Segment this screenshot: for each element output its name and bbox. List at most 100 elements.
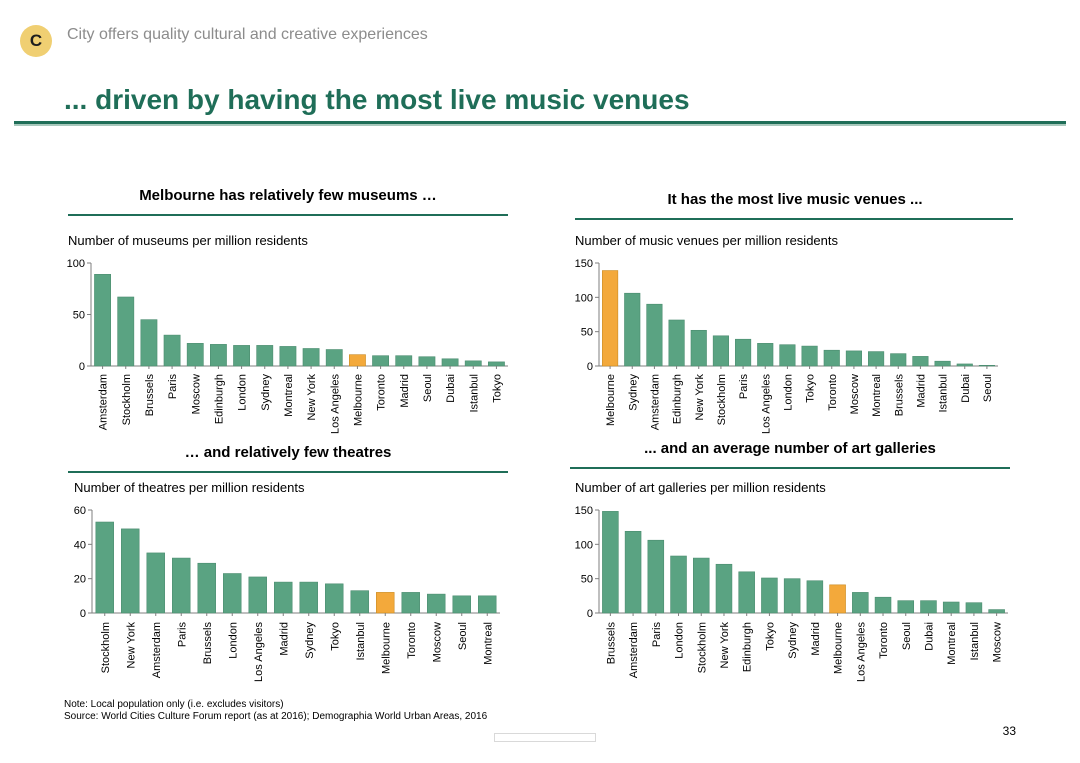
y-tick-label: 50 xyxy=(73,310,85,322)
x-tick-label-dubai: Dubai xyxy=(923,622,935,651)
x-tick-label-melbourne: Melbourne xyxy=(352,374,364,426)
x-tick-label-istanbul: Istanbul xyxy=(969,622,981,661)
x-tick-label-london: London xyxy=(674,622,686,659)
x-tick-label-brussels: Brussels xyxy=(605,622,617,665)
music-panel-rule xyxy=(575,218,1013,220)
x-tick-label-toronto: Toronto xyxy=(827,374,839,411)
source-note: Source: World Cities Culture Forum repor… xyxy=(64,711,488,722)
y-tick-label: 150 xyxy=(575,505,593,517)
bar-tokyo xyxy=(761,577,778,614)
bar-amsterdam xyxy=(624,530,642,614)
x-tick-label-amsterdam: Amsterdam xyxy=(151,622,163,678)
bar-moscow xyxy=(988,609,1005,614)
bar-toronto xyxy=(874,596,892,614)
x-tick-label-moscow: Moscow xyxy=(431,622,443,662)
x-tick-label-moscow: Moscow xyxy=(992,622,1004,662)
x-tick-label-montreal: Montreal xyxy=(946,622,958,665)
x-tick-label-montreal: Montreal xyxy=(283,374,295,417)
x-tick-label-madrid: Madrid xyxy=(399,374,411,408)
page-title: ... driven by having the most live music… xyxy=(64,84,690,115)
x-tick-label-london: London xyxy=(782,374,794,411)
x-tick-label-new-york: New York xyxy=(306,374,318,421)
museums-chart-subtitle: Number of museums per million residents xyxy=(68,233,308,248)
x-tick-label-paris: Paris xyxy=(167,374,179,400)
x-tick-label-brussels: Brussels xyxy=(893,374,905,417)
x-tick-label-stockholm: Stockholm xyxy=(100,622,112,673)
galleries-panel-title: ... and an average number of art galleri… xyxy=(644,440,936,457)
x-tick-label-stockholm: Stockholm xyxy=(716,374,728,425)
x-tick-label-london: London xyxy=(237,374,249,411)
x-tick-label-tokyo: Tokyo xyxy=(491,374,503,403)
x-tick-label-los-angeles: Los Angeles xyxy=(329,374,341,434)
x-tick-label-moscow: Moscow xyxy=(849,374,861,414)
bar-new-york xyxy=(715,563,733,614)
x-tick-label-amsterdam: Amsterdam xyxy=(628,622,640,678)
x-tick-label-dubai: Dubai xyxy=(445,374,457,403)
x-tick-label-sydney: Sydney xyxy=(627,374,639,411)
footer-box xyxy=(494,733,596,742)
bar-madrid xyxy=(806,580,824,614)
x-tick-label-montreal: Montreal xyxy=(871,374,883,417)
bar-brussels xyxy=(602,511,619,614)
x-tick-label-edinburgh: Edinburgh xyxy=(742,622,754,672)
page-number: 33 xyxy=(1002,724,1016,738)
x-tick-label-los-angeles: Los Angeles xyxy=(253,622,265,682)
galleries-chart-subtitle: Number of art galleries per million resi… xyxy=(575,480,826,495)
museums-panel-title: Melbourne has relatively few museums … xyxy=(139,187,437,204)
bar-melbourne xyxy=(829,584,846,614)
x-tick-label-edinburgh: Edinburgh xyxy=(672,374,684,424)
y-tick-label: 60 xyxy=(74,505,86,517)
x-tick-label-amsterdam: Amsterdam xyxy=(98,374,110,430)
x-tick-label-seoul: Seoul xyxy=(422,374,434,402)
x-tick-label-edinburgh: Edinburgh xyxy=(213,374,225,424)
bar-dubai xyxy=(920,600,937,614)
section-label: City offers quality cultural and creativ… xyxy=(67,26,428,43)
theatres-chart-subtitle: Number of theatres per million residents xyxy=(74,480,305,495)
x-tick-label-seoul: Seoul xyxy=(982,374,994,402)
y-tick-label: 0 xyxy=(80,608,86,620)
x-tick-label-sydney: Sydney xyxy=(260,374,272,411)
bar-sydney xyxy=(783,578,801,614)
x-tick-label-los-angeles: Los Angeles xyxy=(855,622,867,682)
y-tick-label: 0 xyxy=(587,361,593,373)
theatres-panel-rule xyxy=(68,471,508,473)
museums-panel-rule xyxy=(68,214,508,216)
bar-edinburgh xyxy=(738,571,755,614)
section-badge: C xyxy=(20,25,52,57)
x-tick-label-toronto: Toronto xyxy=(376,374,388,411)
x-tick-label-moscow: Moscow xyxy=(190,374,202,414)
x-tick-label-paris: Paris xyxy=(651,622,663,648)
y-tick-label: 0 xyxy=(79,361,85,373)
x-tick-label-toronto: Toronto xyxy=(878,622,890,659)
bar-seoul xyxy=(897,600,915,614)
x-tick-label-madrid: Madrid xyxy=(278,622,290,656)
x-tick-label-toronto: Toronto xyxy=(406,622,418,659)
x-tick-label-stockholm: Stockholm xyxy=(121,374,133,425)
x-tick-label-sydney: Sydney xyxy=(787,622,799,659)
x-tick-label-los-angeles: Los Angeles xyxy=(760,374,772,434)
x-tick-label-melbourne: Melbourne xyxy=(380,622,392,674)
y-tick-label: 40 xyxy=(74,539,86,551)
y-tick-label: 50 xyxy=(581,574,593,586)
galleries-panel-rule xyxy=(570,467,1010,469)
y-tick-label: 0 xyxy=(587,608,593,620)
music-panel-title: It has the most live music venues ... xyxy=(667,191,923,208)
bar-istanbul xyxy=(965,602,983,614)
x-tick-label-new-york: New York xyxy=(694,374,706,421)
x-tick-label-istanbul: Istanbul xyxy=(355,622,367,661)
x-tick-label-paris: Paris xyxy=(176,622,188,648)
y-tick-label: 100 xyxy=(575,539,593,551)
x-tick-label-paris: Paris xyxy=(738,374,750,400)
bar-montreal xyxy=(942,601,960,614)
x-tick-label-madrid: Madrid xyxy=(915,374,927,408)
bar-los-angeles xyxy=(852,592,869,614)
x-tick-label-tokyo: Tokyo xyxy=(764,622,776,651)
x-tick-label-amsterdam: Amsterdam xyxy=(649,374,661,430)
x-tick-label-stockholm: Stockholm xyxy=(696,622,708,673)
x-tick-label-tokyo: Tokyo xyxy=(805,374,817,403)
footnote: Note: Local population only (i.e. exclud… xyxy=(64,699,284,710)
bar-stockholm xyxy=(692,557,710,614)
